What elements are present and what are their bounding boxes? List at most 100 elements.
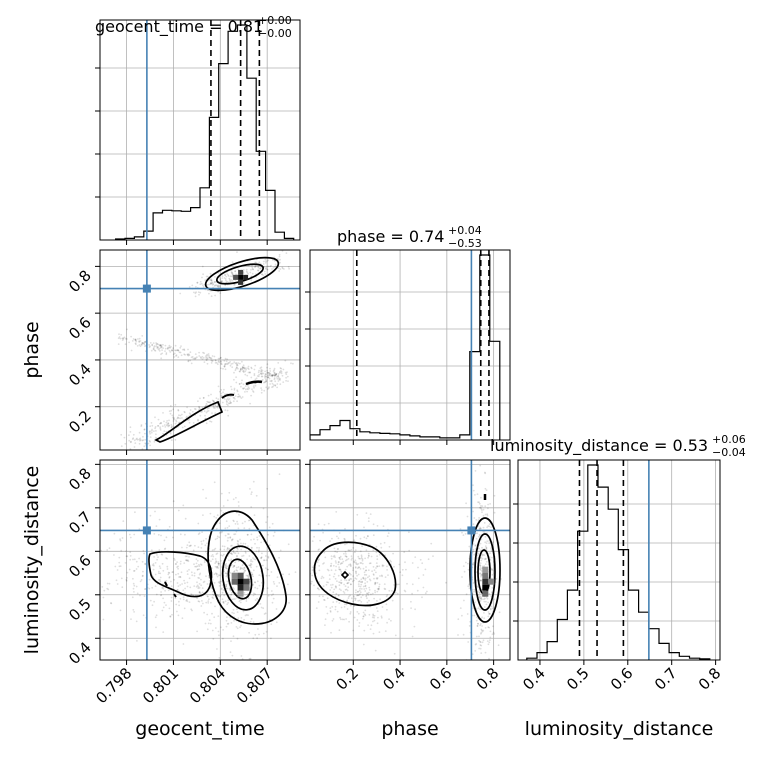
sample-point: [247, 519, 250, 522]
sample-point: [150, 349, 153, 352]
sample-point: [364, 590, 367, 592]
sample-point: [379, 542, 382, 545]
sample-point: [185, 559, 187, 561]
sample-point: [253, 592, 255, 595]
sample-point: [485, 489, 488, 491]
density-mode-phase-luminosity-distance: [482, 566, 495, 597]
y-tick-label-phase: 0.6: [65, 313, 95, 343]
sample-point: [341, 562, 344, 565]
sample-point: [158, 344, 161, 346]
sample-point: [231, 538, 233, 541]
sample-point: [432, 555, 434, 557]
sample-point: [362, 615, 365, 618]
sample-point: [208, 292, 210, 295]
sample-point: [367, 624, 369, 626]
sample-point: [252, 391, 255, 393]
sample-point: [212, 593, 214, 596]
sample-point: [244, 520, 246, 523]
sample-point: [360, 562, 363, 564]
sample-point: [226, 547, 229, 549]
sample-point: [481, 616, 484, 619]
sample-point: [334, 560, 337, 562]
sample-point: [240, 655, 243, 657]
sample-point: [457, 634, 459, 636]
sample-point: [211, 629, 214, 632]
sample-point: [483, 554, 486, 556]
sample-point: [165, 557, 168, 559]
sample-point: [226, 565, 228, 568]
sample-point: [338, 602, 341, 604]
sample-point: [311, 569, 314, 571]
sample-point: [203, 352, 206, 355]
sample-point: [374, 649, 377, 652]
sample-point: [480, 507, 483, 510]
sample-point: [240, 385, 242, 388]
sample-point: [267, 556, 270, 559]
sample-point: [249, 562, 252, 565]
sample-point: [292, 572, 294, 574]
sample-point: [288, 602, 290, 604]
sample-point: [199, 356, 202, 359]
sample-point: [474, 470, 477, 472]
sample-point: [132, 558, 134, 561]
sample-point: [124, 562, 127, 564]
sample-point: [143, 445, 146, 448]
sample-point: [208, 619, 211, 621]
sample-point: [204, 544, 207, 547]
sample-point: [363, 613, 366, 616]
sample-point: [483, 441, 485, 443]
sample-point: [261, 273, 263, 276]
sample-point: [140, 343, 143, 346]
sample-point: [267, 376, 270, 378]
sample-point: [257, 266, 260, 269]
sample-point: [267, 533, 269, 536]
sample-point: [178, 351, 181, 354]
sample-point: [487, 601, 489, 604]
sample-point: [133, 446, 136, 448]
sample-point: [353, 539, 356, 542]
sample-point: [479, 591, 481, 594]
sample-point: [323, 551, 326, 554]
sample-point: [246, 533, 249, 536]
sample-point: [120, 577, 123, 580]
sample-point: [233, 371, 235, 374]
sample-point: [132, 338, 135, 340]
sample-point: [196, 568, 199, 571]
sample-point: [266, 371, 269, 374]
sample-point: [223, 548, 226, 551]
sample-point: [349, 564, 352, 566]
contours-geocent-time-phase: [154, 256, 280, 443]
sample-point: [223, 277, 226, 279]
sample-point: [218, 580, 221, 583]
sample-point: [134, 342, 137, 345]
sample-point: [334, 577, 337, 580]
sample-point: [475, 635, 478, 638]
sample-point: [349, 594, 351, 597]
sample-point: [279, 367, 282, 369]
sample-point: [230, 545, 232, 547]
sample-point: [489, 630, 492, 633]
sample-point: [260, 391, 263, 394]
sample-point: [274, 263, 277, 266]
sample-point: [237, 501, 240, 503]
y-tick-label-luminosity-distance: 0.7: [65, 508, 95, 538]
sample-point: [219, 357, 222, 359]
sample-point: [162, 412, 164, 414]
sample-point: [161, 349, 164, 351]
sample-point: [240, 368, 242, 370]
sample-point: [279, 268, 282, 270]
sample-point: [229, 572, 232, 574]
sample-point: [260, 541, 262, 544]
sample-point: [119, 538, 121, 541]
sample-point: [154, 416, 156, 419]
sample-point: [364, 614, 367, 617]
sample-point: [422, 574, 425, 576]
sample-point: [177, 349, 180, 352]
sample-point: [217, 285, 220, 288]
sample-point: [207, 622, 210, 625]
sample-point: [178, 421, 181, 424]
sample-point: [206, 357, 209, 360]
sample-point: [358, 625, 360, 627]
density-cell: [238, 269, 244, 275]
sample-point: [271, 374, 274, 377]
